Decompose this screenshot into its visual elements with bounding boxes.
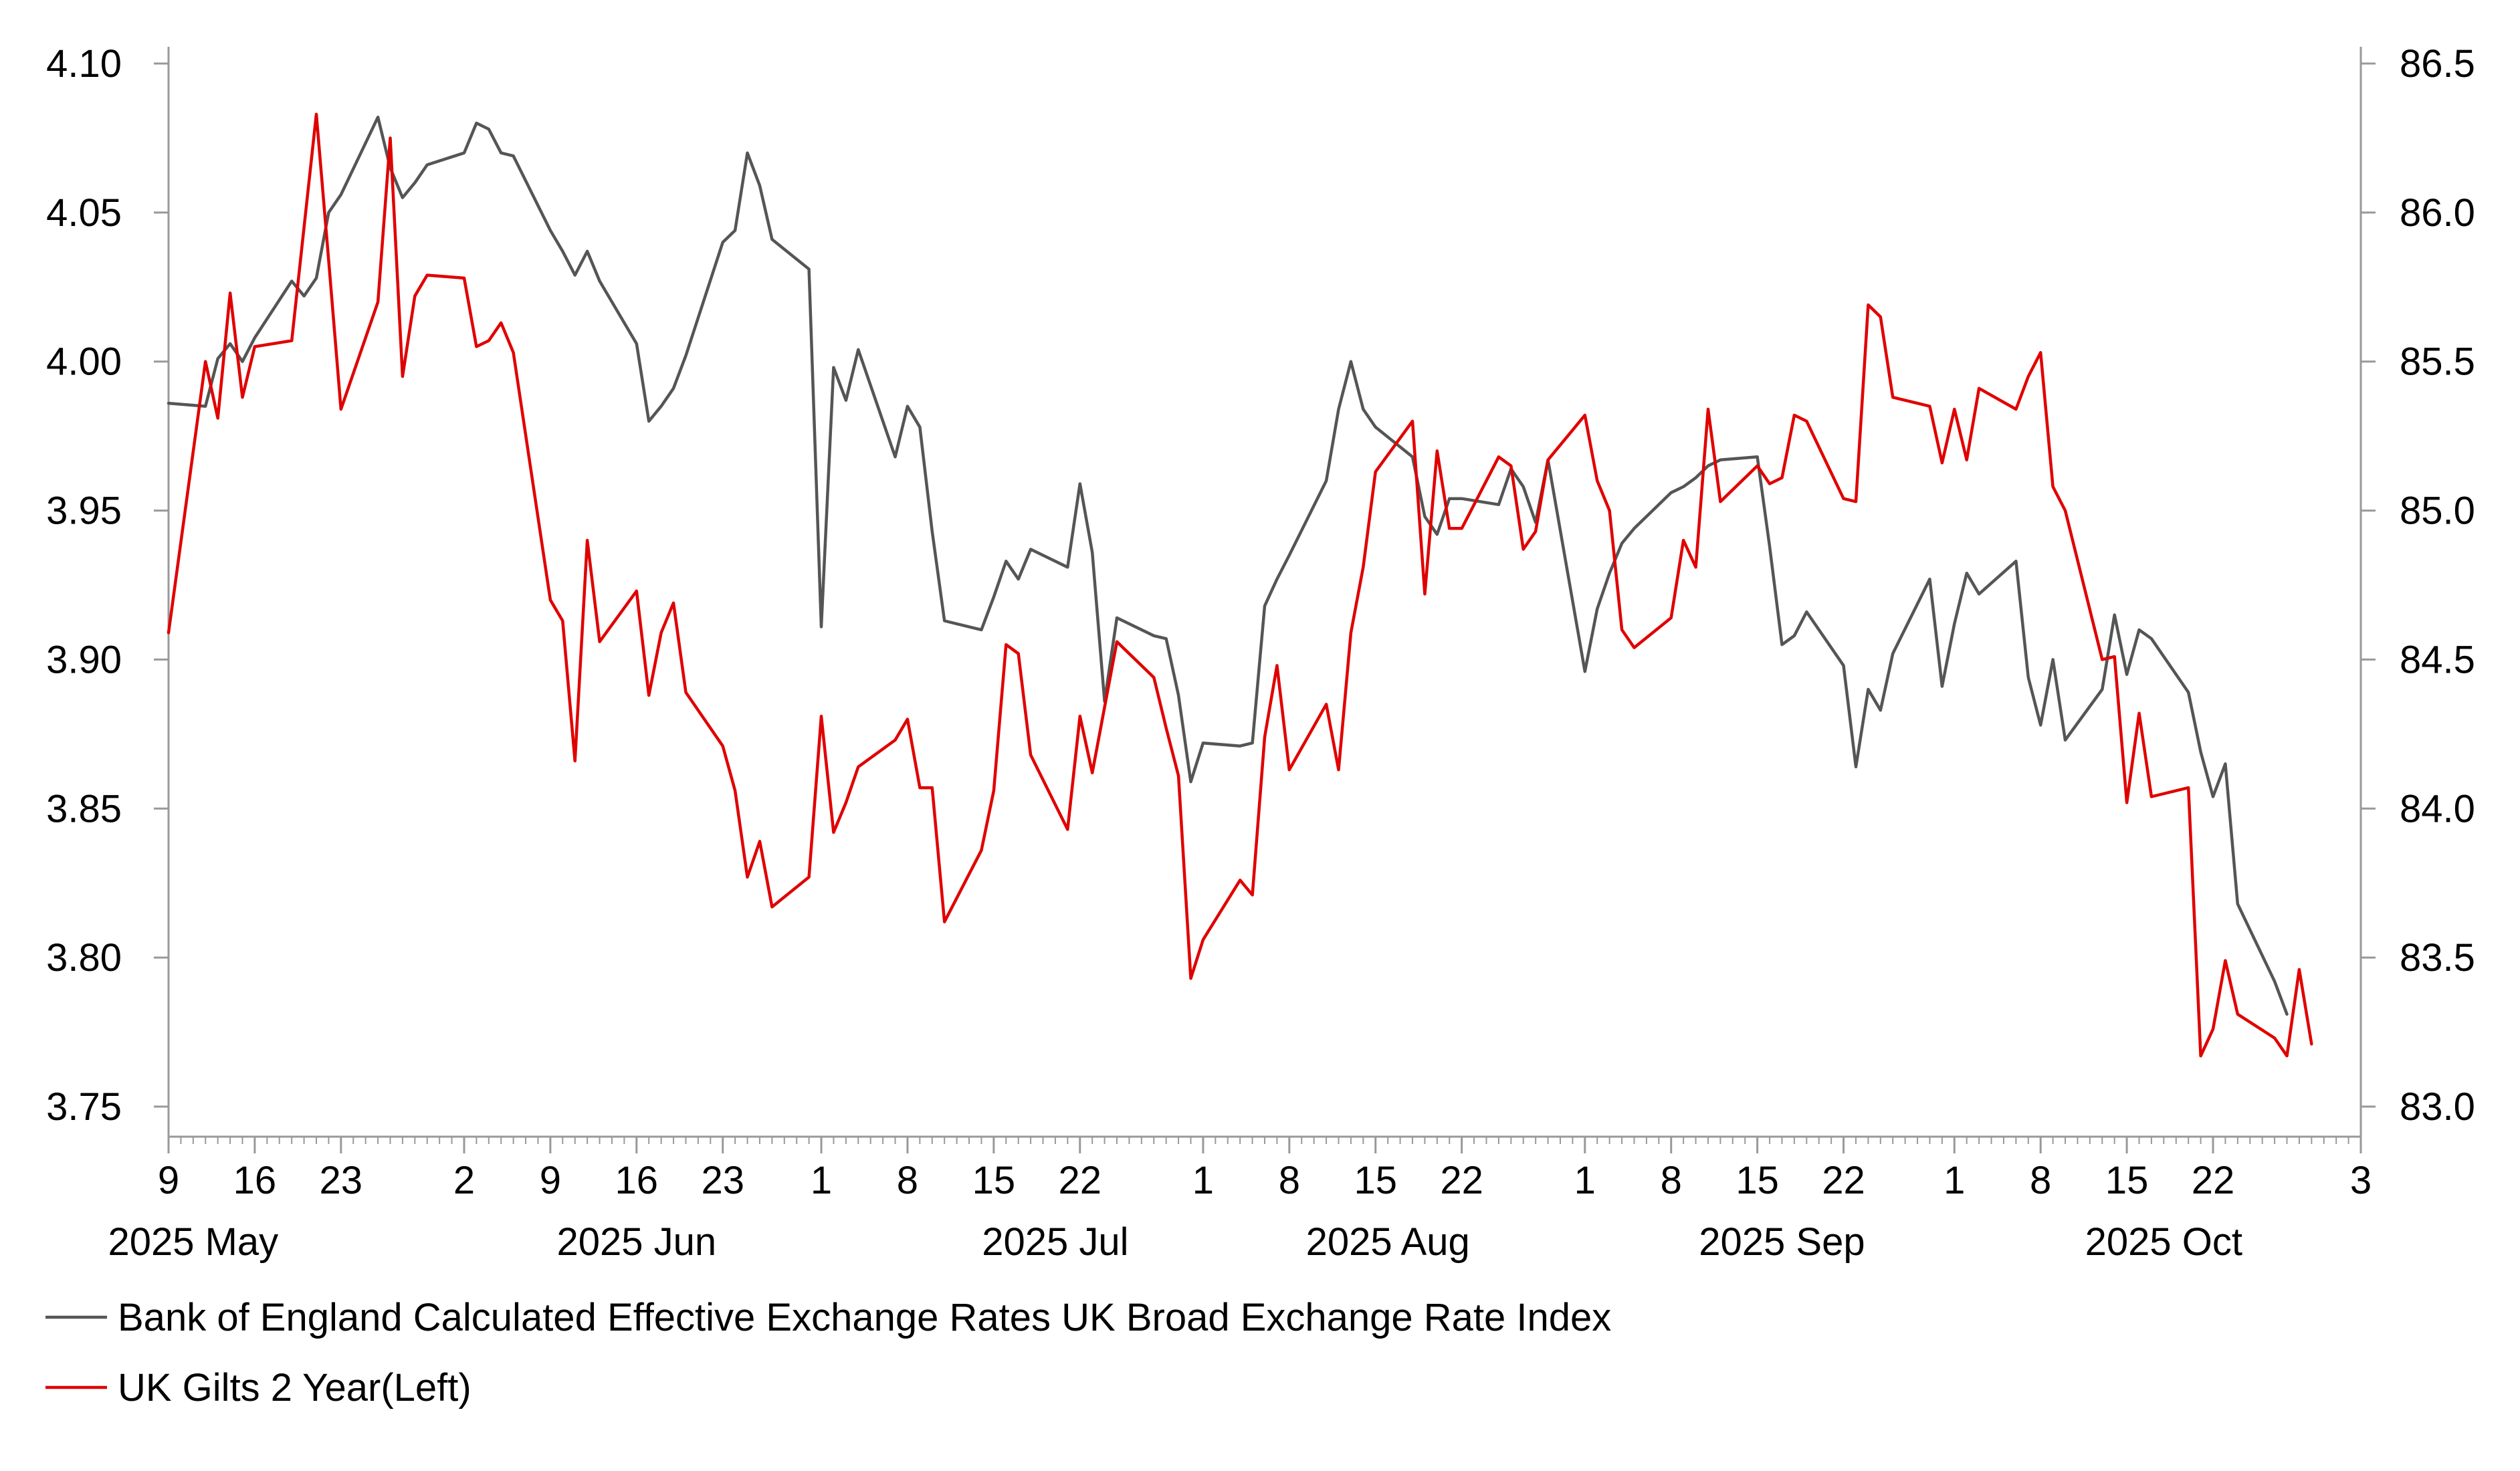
right-y-tick-label: 83.5 bbox=[2400, 936, 2475, 980]
month-label: 2025 Aug bbox=[1306, 1220, 1470, 1264]
right-y-tick-label: 83.0 bbox=[2400, 1085, 2475, 1129]
x-tick-label: 3 bbox=[2350, 1159, 2372, 1202]
x-tick-label: 22 bbox=[1822, 1159, 1865, 1202]
month-label: 2025 May bbox=[108, 1220, 278, 1264]
x-tick-label: 9 bbox=[158, 1159, 179, 1202]
x-tick-label: 22 bbox=[2192, 1159, 2235, 1202]
left-y-tick-label: 3.95 bbox=[46, 489, 122, 533]
x-tick-label: 23 bbox=[701, 1159, 744, 1202]
x-tick-label: 15 bbox=[1736, 1159, 1779, 1202]
x-tick-label: 16 bbox=[615, 1159, 659, 1202]
left-y-tick-label: 3.90 bbox=[46, 638, 122, 681]
series-line-uk-gilts-2y bbox=[167, 112, 2313, 1058]
axes bbox=[154, 47, 2376, 1153]
month-label: 2025 Jun bbox=[556, 1220, 716, 1264]
right-y-tick-label: 84.5 bbox=[2400, 638, 2475, 681]
right-y-tick-label: 86.5 bbox=[2400, 42, 2475, 86]
x-tick-label: 22 bbox=[1440, 1159, 1483, 1202]
x-tick-label: 22 bbox=[1059, 1159, 1102, 1202]
left-y-tick-label: 4.05 bbox=[46, 191, 122, 235]
x-tick-label: 1 bbox=[811, 1159, 832, 1202]
legend-label: Bank of England Calculated Effective Exc… bbox=[118, 1296, 1611, 1339]
month-label: 2025 Sep bbox=[1699, 1220, 1865, 1264]
right-y-tick-label: 86.0 bbox=[2400, 191, 2475, 235]
legend-label: UK Gilts 2 Year(Left) bbox=[118, 1366, 471, 1409]
x-tick-label: 8 bbox=[1661, 1159, 1682, 1202]
left-y-tick-label: 3.85 bbox=[46, 787, 122, 830]
tick-labels: 3.75 3.80 3.85 3.90 3.95 4.00 4.05 4.10 83.0 83.5… bbox=[46, 42, 2475, 1264]
x-tick-label: 9 bbox=[540, 1159, 561, 1202]
x-tick-label: 8 bbox=[1279, 1159, 1300, 1202]
right-y-tick-label: 85.0 bbox=[2400, 489, 2475, 533]
x-tick-label: 1 bbox=[1192, 1159, 1214, 1202]
x-tick-label: 23 bbox=[320, 1159, 363, 1202]
x-tick-label: 8 bbox=[897, 1159, 918, 1202]
x-tick-label: 15 bbox=[1354, 1159, 1397, 1202]
left-y-tick-label: 4.10 bbox=[46, 42, 122, 86]
left-y-tick-label: 4.00 bbox=[46, 340, 122, 384]
month-label: 2025 Oct bbox=[2085, 1220, 2242, 1264]
series-line-exchange-rate-index bbox=[167, 115, 2289, 1016]
month-label: 2025 Jul bbox=[982, 1220, 1128, 1264]
x-tick-label: 15 bbox=[972, 1159, 1016, 1202]
x-tick-label: 2 bbox=[453, 1159, 475, 1202]
x-tick-label: 1 bbox=[1944, 1159, 1965, 1202]
x-tick-label: 15 bbox=[2105, 1159, 2149, 1202]
left-y-tick-label: 3.75 bbox=[46, 1085, 122, 1129]
left-y-tick-label: 3.80 bbox=[46, 936, 122, 980]
right-y-tick-label: 85.5 bbox=[2400, 340, 2475, 384]
legend: Bank of England Calculated Effective Exc… bbox=[45, 1296, 1611, 1409]
x-tick-label: 8 bbox=[2030, 1159, 2051, 1202]
x-tick-label: 1 bbox=[1574, 1159, 1596, 1202]
x-tick-label: 16 bbox=[233, 1159, 277, 1202]
series-layer bbox=[167, 112, 2313, 1058]
right-y-tick-label: 84.0 bbox=[2400, 787, 2475, 830]
